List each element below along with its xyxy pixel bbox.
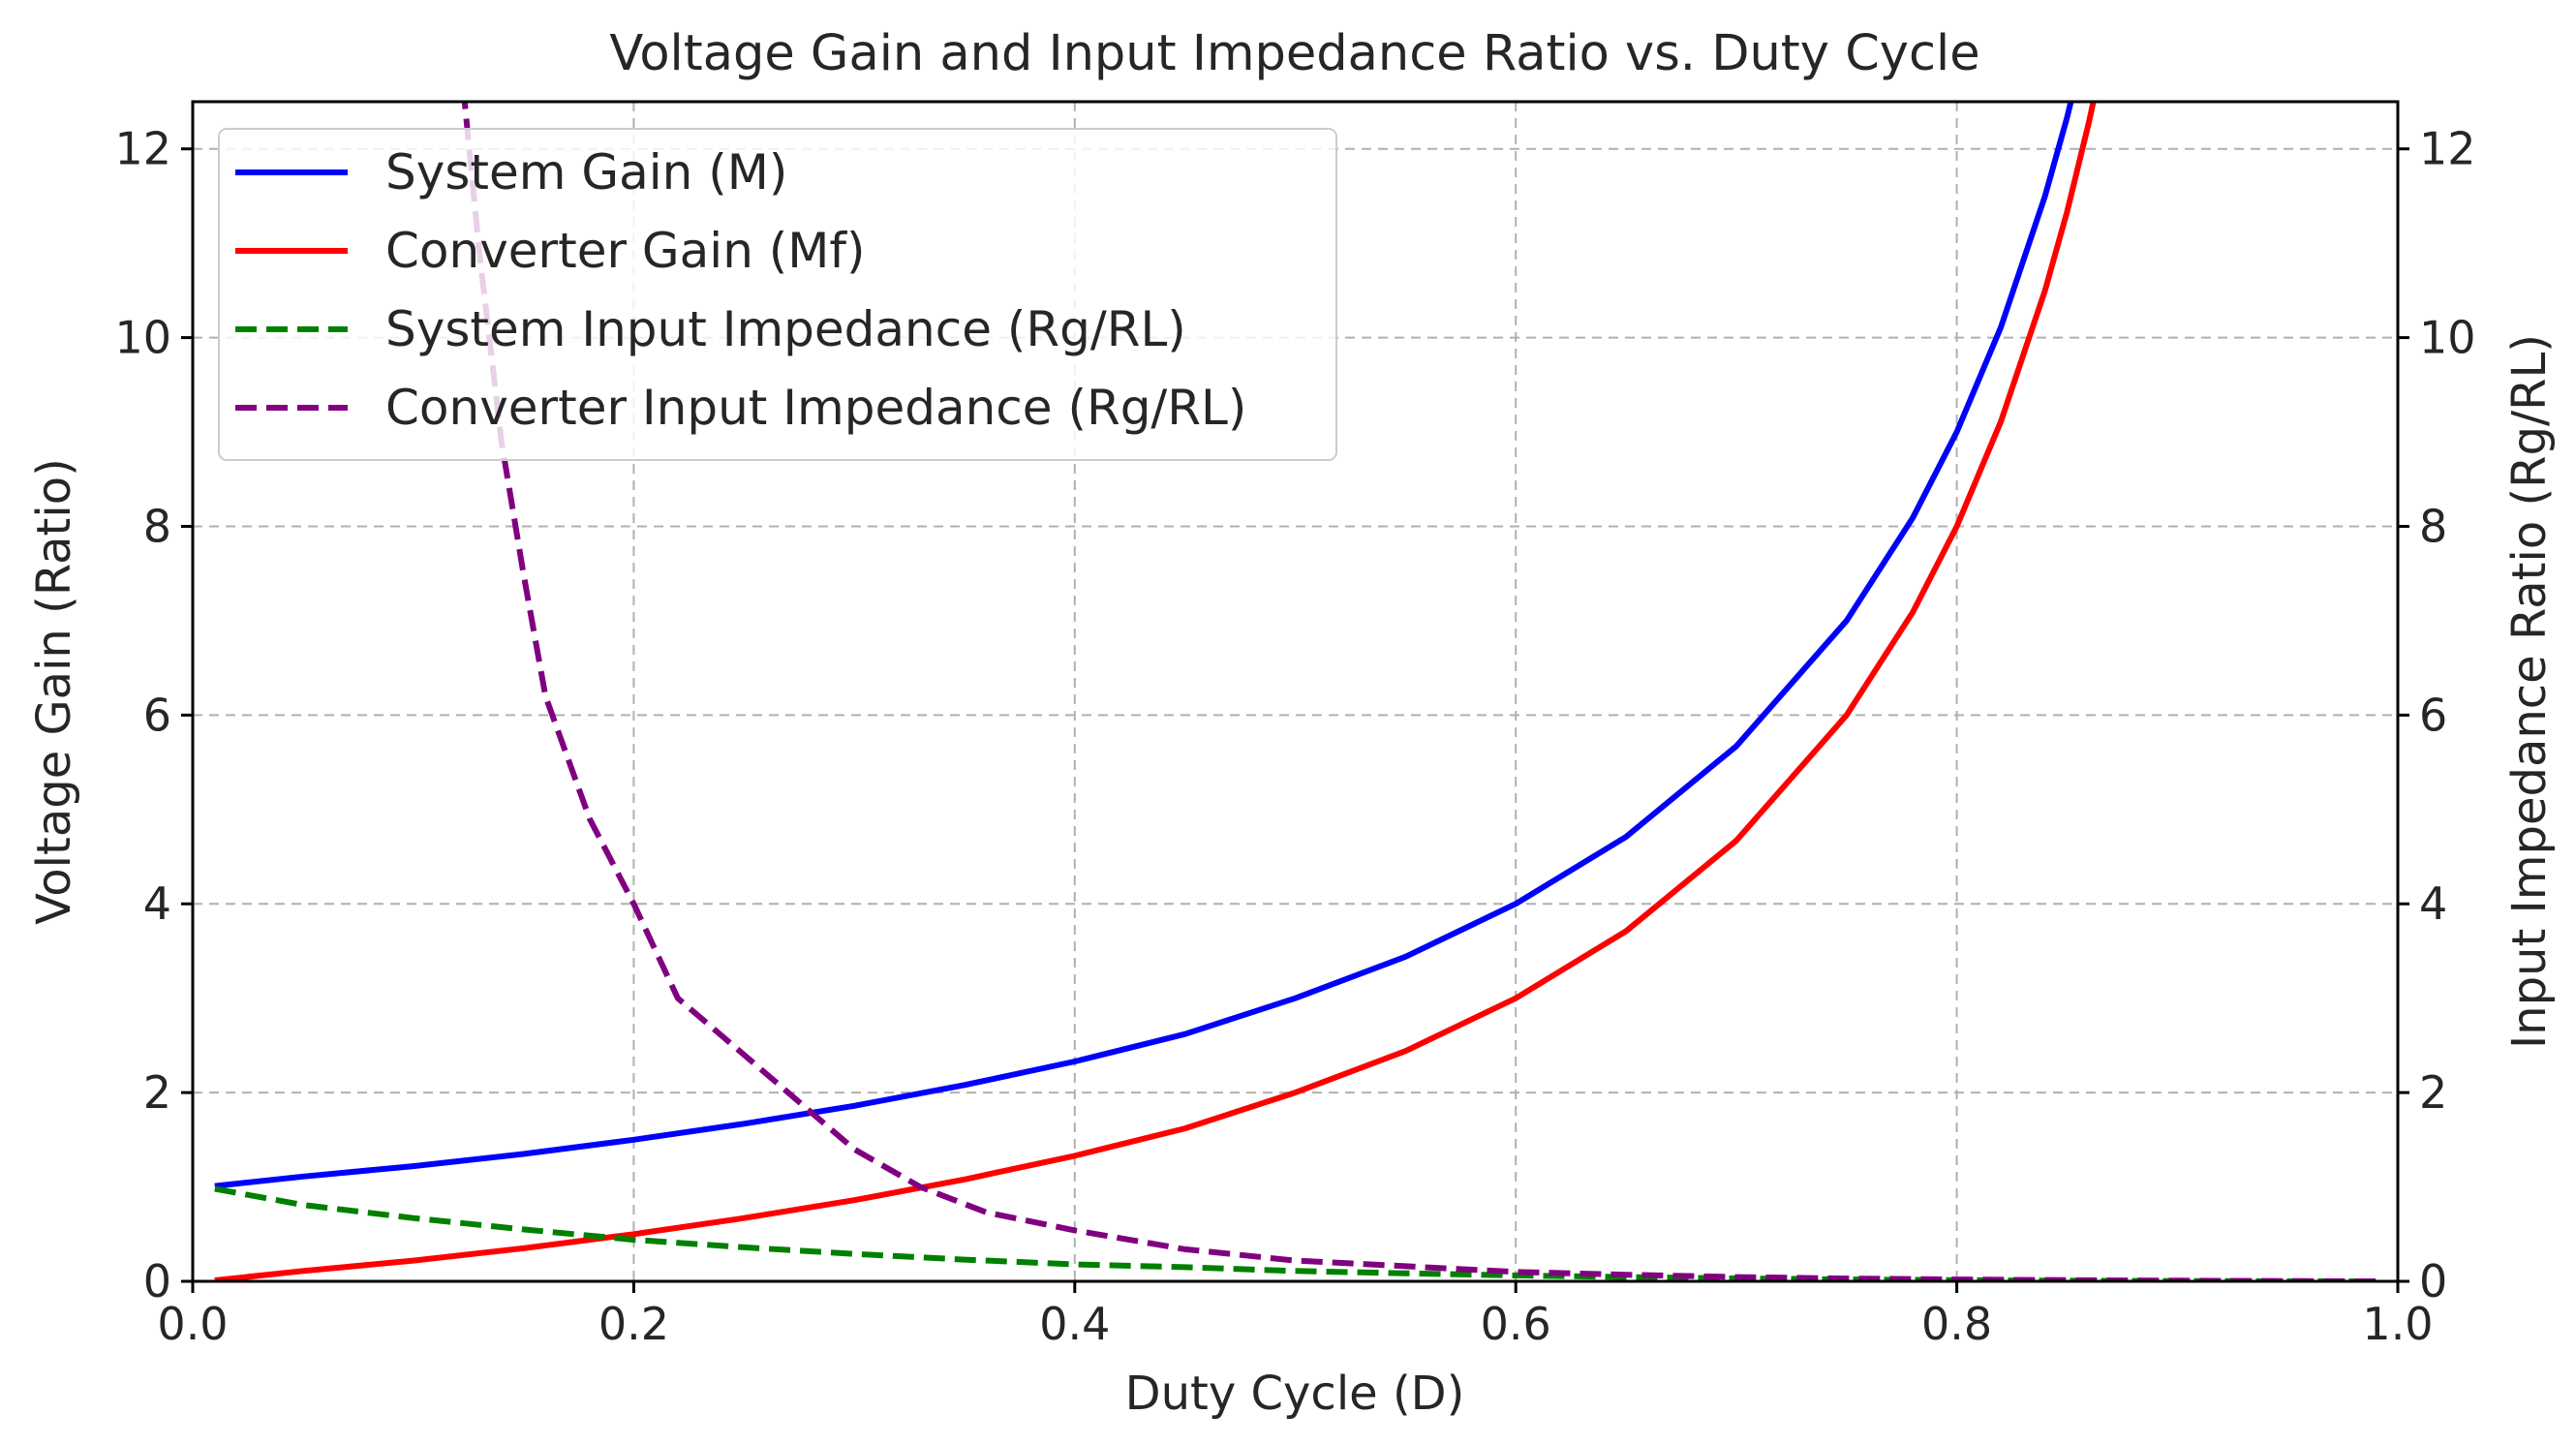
legend-label: Converter Input Impedance (Rg/RL)	[385, 380, 1246, 436]
legend-label: Converter Gain (Mf)	[385, 223, 866, 279]
y-axis-ticks: 0 2 4 6 8 10 12	[114, 123, 193, 1307]
y-tick-label: 8	[143, 500, 171, 552]
y2-tick-label: 4	[2419, 877, 2447, 930]
x-tick-label: 1.0	[2362, 1298, 2433, 1350]
y2-tick-label: 0	[2419, 1255, 2447, 1307]
series-line-2	[214, 1185, 2377, 1281]
legend: System Gain (M) Converter Gain (Mf) System…	[218, 128, 1337, 461]
y-tick-label: 10	[114, 312, 171, 364]
plot-area-frame	[191, 100, 2400, 1283]
y-tick-label: 4	[143, 877, 171, 930]
x-tick-label: 0.6	[1481, 1298, 1551, 1350]
legend-label: System Gain (M)	[385, 144, 787, 200]
legend-label: System Input Impedance (Rg/RL)	[385, 301, 1186, 357]
series-line-3	[461, 102, 2377, 1281]
y-tick-label: 0	[143, 1255, 171, 1307]
y-tick-label: 2	[143, 1066, 171, 1119]
x-tick-label: 0.0	[157, 1298, 228, 1350]
y2-axis-ticks: 0 2 4 6 8 10 12	[2398, 123, 2476, 1307]
y-axis-label: Voltage Gain (Ratio)	[27, 458, 81, 925]
y2-tick-label: 2	[2419, 1066, 2447, 1119]
legend-frame	[218, 128, 1337, 461]
y2-tick-label: 12	[2419, 123, 2476, 175]
series-layer	[214, 102, 2377, 1281]
y-tick-label: 6	[143, 689, 171, 741]
x-tick-label: 0.4	[1039, 1298, 1110, 1350]
x-tick-label: 0.2	[598, 1298, 669, 1350]
chart-title: Voltage Gain and Input Impedance Ratio v…	[609, 25, 1979, 82]
x-axis-ticks: 0.0 0.2 0.4 0.6 0.8 1.0	[157, 1281, 2434, 1350]
y2-tick-label: 10	[2419, 312, 2476, 364]
y2-tick-label: 8	[2419, 500, 2447, 552]
y-tick-label: 12	[114, 123, 171, 175]
series-line-0	[214, 102, 2074, 1189]
y2-axis-label: Input Impedance Ratio (Rg/RL)	[2502, 334, 2557, 1049]
x-axis-label: Duty Cycle (D)	[1125, 1367, 1465, 1421]
x-tick-label: 0.8	[1921, 1298, 1992, 1350]
y2-tick-label: 6	[2419, 689, 2447, 741]
